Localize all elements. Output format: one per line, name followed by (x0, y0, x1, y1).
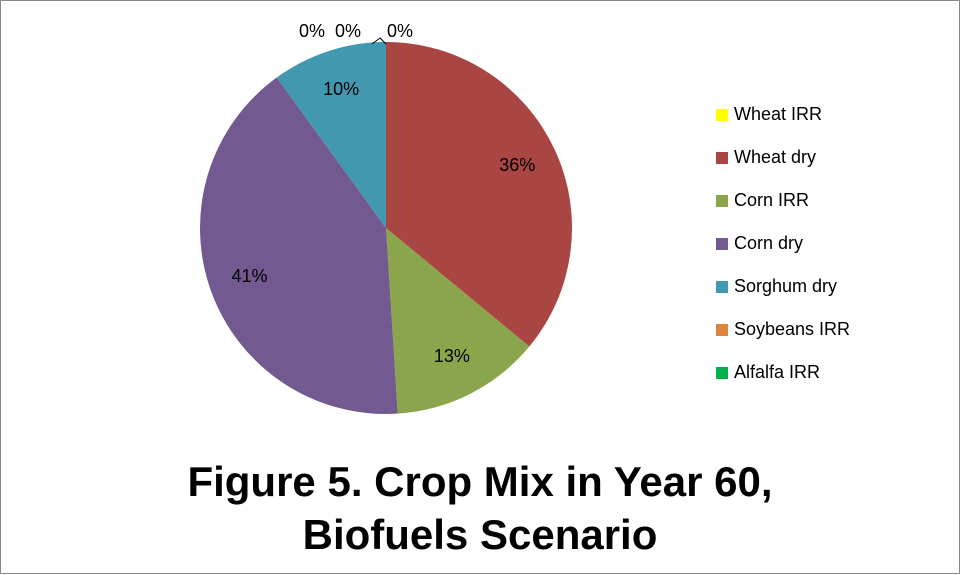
data-label: 0% (299, 21, 325, 41)
legend-swatch (716, 195, 728, 207)
data-label: 13% (434, 346, 470, 366)
data-label: 36% (499, 155, 535, 175)
pie-slice (200, 77, 398, 415)
legend-label: Wheat IRR (734, 104, 822, 124)
pie-slice (276, 42, 386, 228)
legend-label: Soybeans IRR (734, 319, 850, 339)
pie-slice (386, 42, 572, 347)
leader-line (371, 37, 387, 45)
legend-label: Sorghum dry (734, 276, 837, 296)
legend-swatch (716, 324, 728, 336)
legend-label: Alfalfa IRR (734, 362, 820, 382)
legend-swatch (716, 109, 728, 121)
chart-title: Figure 5. Crop Mix in Year 60, Biofuels … (187, 458, 773, 558)
legend-swatch (716, 367, 728, 379)
data-label: 10% (323, 79, 359, 99)
legend-label: Corn dry (734, 233, 803, 253)
pie-slice (386, 228, 530, 414)
data-label: 0% (335, 21, 361, 41)
legend-label: Wheat dry (734, 147, 816, 167)
legend-swatch (716, 238, 728, 250)
legend-swatch (716, 281, 728, 293)
legend-label: Corn IRR (734, 190, 809, 210)
data-label: 41% (231, 266, 267, 286)
legend-swatch (716, 152, 728, 164)
data-label: 0% (387, 21, 413, 41)
